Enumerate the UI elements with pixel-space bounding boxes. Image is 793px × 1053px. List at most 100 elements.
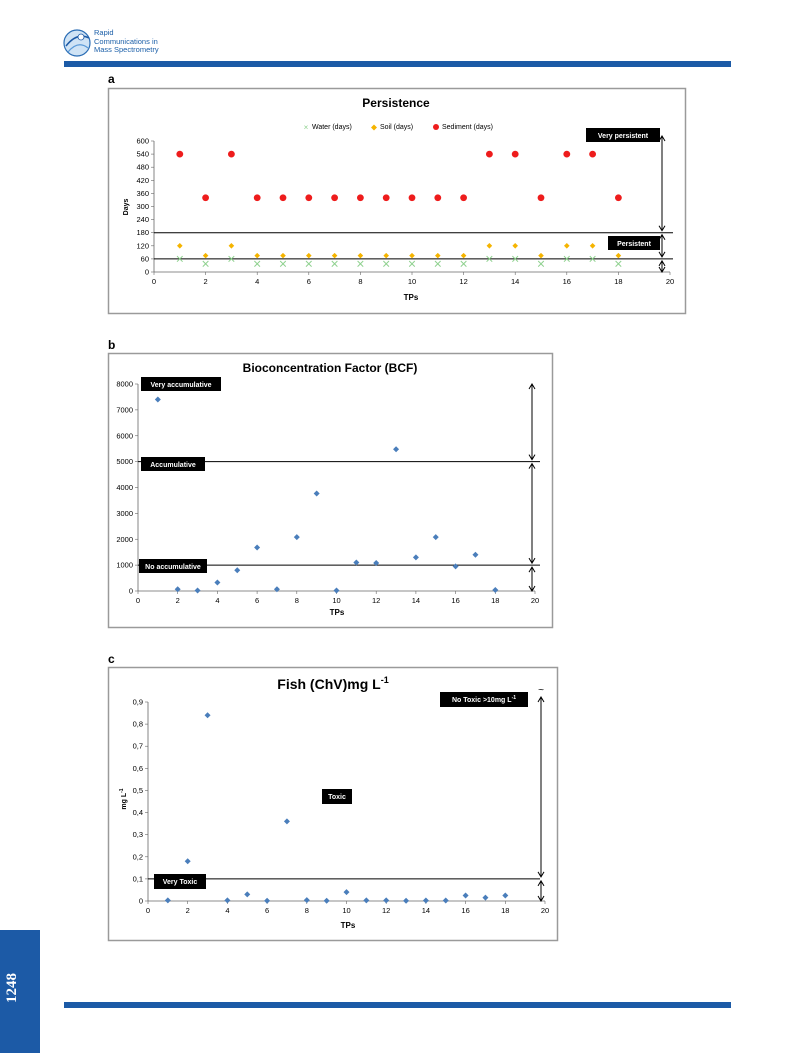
x-tick-label: 8 (358, 277, 362, 286)
x-tick-label: 12 (372, 596, 380, 605)
y-tick-label: 300 (136, 202, 149, 211)
x-tick-label: 0 (146, 906, 150, 915)
x-tick-label: 20 (531, 596, 539, 605)
y-tick-label: 0 (129, 587, 133, 596)
x-tick-label: 10 (332, 596, 340, 605)
bcf-point (353, 559, 360, 566)
sediment-point (202, 194, 209, 202)
soil-point (486, 243, 493, 249)
x-tick-label: 20 (541, 906, 549, 915)
y-axis-label: Days (123, 199, 130, 216)
x-axis-label: TPs (341, 921, 356, 930)
sediment-point (279, 194, 287, 202)
soil-point (202, 252, 209, 259)
soil-point (254, 252, 260, 259)
y-tick-label: 360 (136, 189, 149, 198)
sediment-point (357, 194, 364, 202)
y-axis-label-superscript: -1 (119, 788, 125, 793)
range-arrow-accumulative-head-top (528, 462, 536, 469)
bcf-point (254, 544, 261, 551)
bcf-point (174, 586, 181, 593)
fish-point (403, 897, 410, 904)
water-point (460, 260, 467, 267)
x-tick-label: 14 (422, 906, 430, 915)
sediment-point (408, 194, 416, 202)
page-number: 1248 (4, 973, 20, 1003)
journal-name-line: Rapid (94, 28, 114, 37)
y-tick-label: 0 (139, 897, 143, 906)
panel-label-a: a (108, 72, 115, 86)
chart-title: Fish (ChV)mg L-1 (277, 675, 388, 692)
fish-point (283, 818, 290, 825)
bcf-point (194, 587, 201, 594)
soil-point (331, 252, 338, 259)
x-tick-label: 16 (451, 596, 459, 605)
annotation-toxic: Toxic (322, 789, 352, 804)
y-tick-label: 60 (141, 254, 149, 263)
water-point (589, 255, 596, 263)
water-point (383, 260, 390, 267)
legend-entry-water: Water (days) (312, 124, 352, 131)
y-tick-label: 0 (145, 268, 149, 277)
bcf-point (273, 586, 280, 593)
x-tick-label: 2 (204, 277, 208, 286)
sediment-point (511, 150, 519, 158)
legend-marker-soil (371, 124, 377, 131)
sediment-point (382, 194, 390, 202)
y-tick-label: 0,1 (133, 874, 143, 883)
water-point (615, 260, 622, 267)
bcf-point (293, 534, 300, 541)
y-tick-label: 7000 (116, 405, 133, 414)
x-tick-label: 8 (305, 906, 309, 915)
y-tick-label: 0,5 (133, 786, 143, 795)
range-arrow-very-accumulative-head-top (528, 383, 536, 390)
fish-point (462, 892, 469, 899)
y-tick-label: 8000 (116, 380, 133, 389)
soil-point (589, 243, 596, 249)
chart-title-superscript: -1 (381, 675, 389, 685)
water-point (254, 260, 261, 267)
range-arrow-persistent-head-top (658, 233, 666, 240)
legend-entry-soil: Soil (days) (380, 124, 413, 131)
x-tick-label: 20 (666, 277, 674, 286)
y-tick-label: 240 (136, 215, 149, 224)
sediment-point (563, 150, 571, 158)
x-tick-label: 12 (382, 906, 390, 915)
x-tick-label: 0 (152, 277, 156, 286)
fish-point (442, 897, 449, 904)
x-tick-label: 8 (295, 596, 299, 605)
range-arrow-very-toxic-head-top (537, 879, 545, 887)
x-tick-label: 18 (501, 906, 509, 915)
range-arrow-very-persistent-head-bottom (658, 225, 666, 232)
soil-point (615, 252, 622, 259)
sediment-point (486, 150, 493, 158)
y-tick-label: 4000 (116, 483, 133, 492)
bcf-point (432, 534, 439, 541)
y-tick-label: 0,8 (133, 720, 143, 729)
fish-point (422, 897, 429, 904)
annotation-no-toxic: No Toxic >10mg L-1 (440, 692, 528, 707)
x-tick-label: 10 (342, 906, 350, 915)
fish-point (264, 897, 271, 904)
y-tick-label: 6000 (116, 431, 133, 440)
bcf-chart: Bioconcentration Factor (BCF) 0 1000 2000 3… (107, 352, 554, 629)
sediment-point (176, 150, 184, 158)
water-point (228, 255, 235, 263)
bcf-point (214, 579, 221, 586)
annotation-label: Very accumulative (150, 382, 211, 389)
soil-point (177, 243, 183, 249)
annotation-text: No Toxic >10mg L (452, 697, 512, 704)
y-tick-label: 0,9 (133, 698, 143, 707)
y-tick-label: 0,7 (133, 742, 143, 751)
range-arrow-toxic-head-top (537, 696, 545, 703)
range-arrow-toxic-head-bottom (537, 871, 545, 878)
bcf-point (472, 551, 479, 558)
y-axis-label: mg L-1 (119, 788, 128, 809)
sediment-point (305, 194, 313, 202)
soil-point (228, 243, 235, 249)
annotation-label: No accumulative (145, 564, 201, 571)
journal-name-line: Mass Spectrometry (94, 45, 159, 54)
bcf-point (492, 586, 499, 593)
soil-point (306, 252, 312, 259)
fish-point (303, 897, 310, 904)
